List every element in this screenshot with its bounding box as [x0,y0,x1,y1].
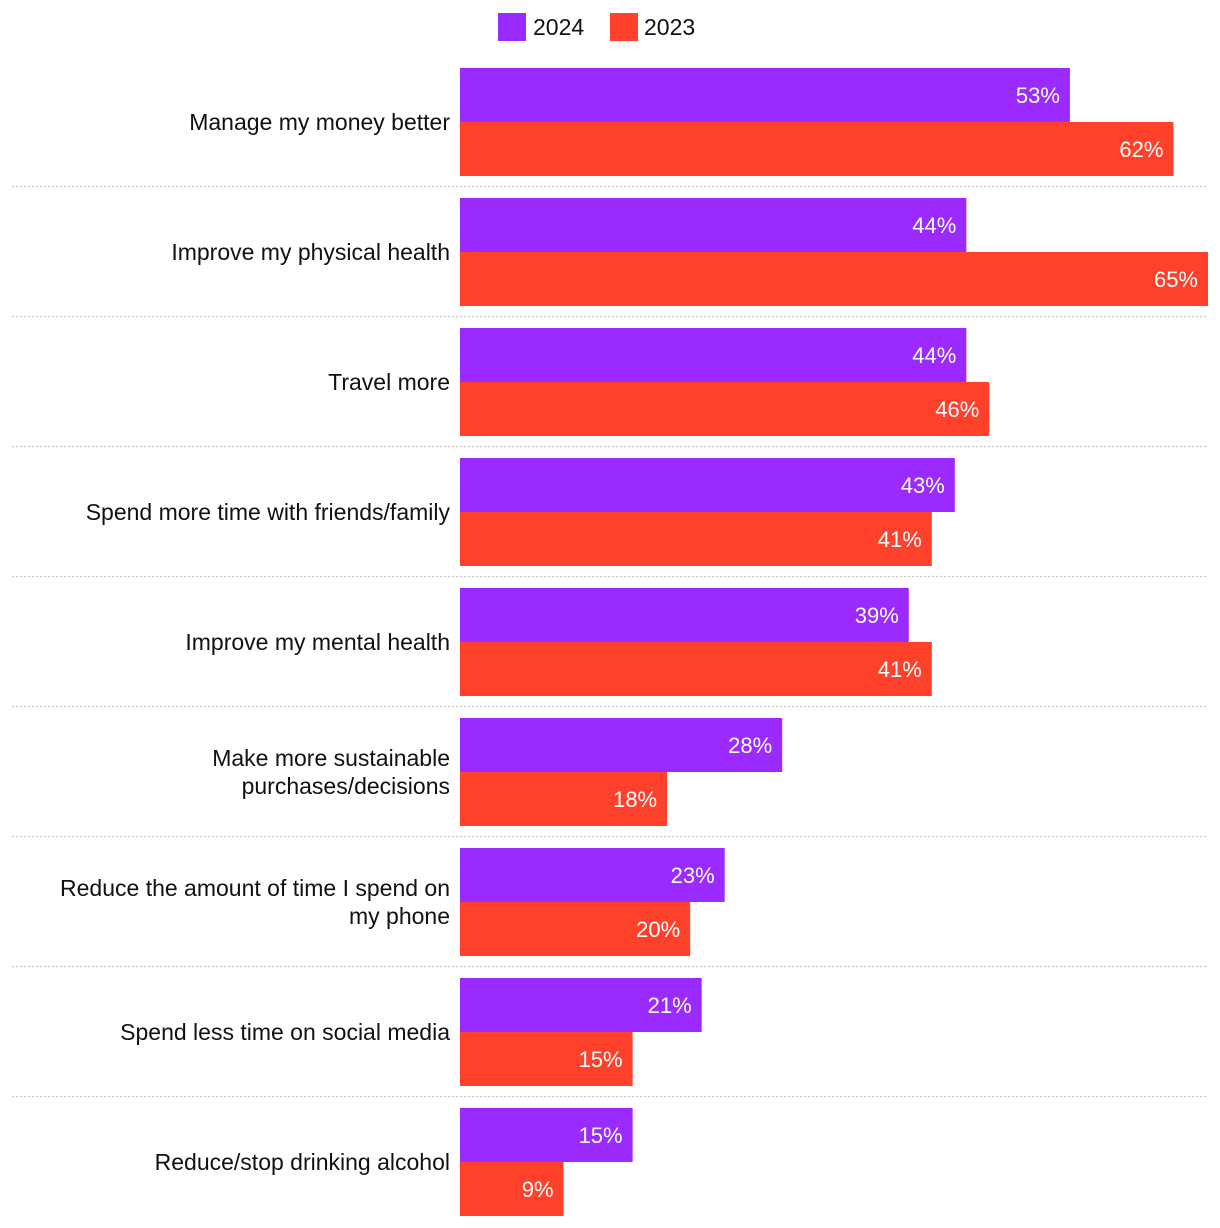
category-label: my phone [349,903,450,929]
bars: 53% 62% 44% 65% 44% 46% 43% 41% 39% 41% 28% 18% 23% 2… [460,68,1208,1216]
bar-2023 [460,122,1174,176]
value-label-2024: 43% [901,473,945,498]
bar-2023 [460,902,691,956]
value-label-2024: 44% [912,213,956,238]
category-label: Make more sustainable [212,745,450,771]
legend-label-2023: 2023 [644,14,695,40]
value-label-2023: 46% [935,397,979,422]
value-label-2023: 41% [878,527,922,552]
value-label-2023: 65% [1154,267,1198,292]
value-label-2023: 62% [1119,137,1163,162]
value-label-2023: 41% [878,657,922,682]
bar-2024 [460,68,1070,122]
bar-2024 [460,198,967,252]
legend-swatch-2024 [498,13,526,41]
category-label: Improve my mental health [185,629,450,655]
bar-2023 [460,512,932,566]
bar-2023 [460,382,990,436]
value-label-2024: 21% [648,993,692,1018]
category-label: Improve my physical health [171,239,450,265]
bar-2023 [460,1162,564,1216]
row-separators [12,185,1208,1098]
bar-2024 [460,718,783,772]
bar-2024 [460,458,955,512]
bar-2023 [460,642,932,696]
legend-swatch-2023 [610,13,638,41]
bar-2023 [460,1032,633,1086]
category-label: Spend more time with friends/family [86,499,451,525]
value-label-2023: 20% [636,917,680,942]
bar-2024 [460,978,702,1032]
value-label-2023: 18% [613,787,657,812]
value-label-2024: 44% [912,343,956,368]
value-label-2023: 9% [522,1177,554,1202]
legend: 2024 2023 [498,13,695,41]
category-labels: Manage my money better Improve my physica… [60,109,450,1175]
category-label: Reduce the amount of time I spend on [60,875,450,901]
bar-2024 [460,848,725,902]
bar-2023 [460,252,1208,306]
bar-2024 [460,328,967,382]
value-label-2024: 28% [728,733,772,758]
value-label-2024: 23% [671,863,715,888]
value-label-2023: 15% [579,1047,623,1072]
category-label: Manage my money better [189,109,450,135]
category-label: Travel more [328,369,450,395]
bar-2024 [460,1108,633,1162]
bar-2023 [460,772,668,826]
bar-2024 [460,588,909,642]
category-label: Spend less time on social media [120,1019,450,1045]
value-label-2024: 39% [855,603,899,628]
value-label-2024: 53% [1016,83,1060,108]
value-label-2024: 15% [579,1123,623,1148]
legend-label-2024: 2024 [533,14,584,40]
category-label: Reduce/stop drinking alcohol [155,1149,450,1175]
category-label: purchases/decisions [242,773,450,799]
